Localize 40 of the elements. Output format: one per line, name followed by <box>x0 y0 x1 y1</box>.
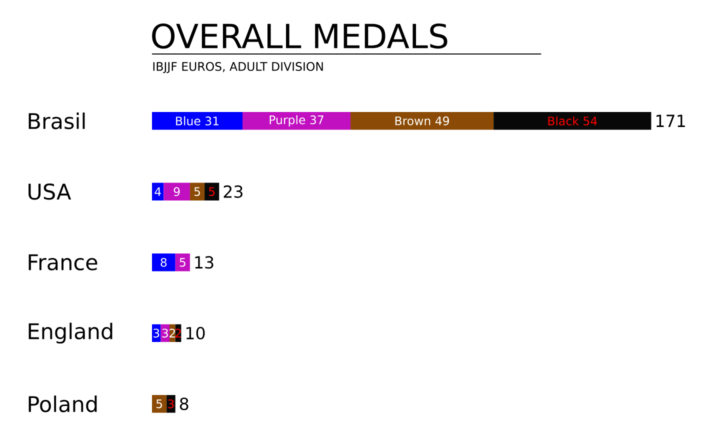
data-label: 2 <box>175 328 181 338</box>
bar <box>204 182 220 200</box>
data-label: 3 <box>154 328 160 338</box>
y-tick-label: England <box>28 322 112 344</box>
data-label: 4 <box>154 187 161 196</box>
bar <box>152 324 161 342</box>
data-label: Brown 49 <box>395 116 449 126</box>
data-label: 2 <box>170 328 175 338</box>
data-label: Blue 31 <box>176 116 218 126</box>
data-label: Black 54 <box>548 116 597 126</box>
total-label: 8 <box>180 397 188 410</box>
chart-title: OVERALL MEDALS <box>152 23 448 48</box>
bar <box>242 112 351 130</box>
data-label: 5 <box>194 187 200 196</box>
data-label: 3 <box>168 399 174 408</box>
bar <box>350 112 494 130</box>
bar <box>190 182 205 200</box>
total-label: 13 <box>195 256 214 268</box>
bar <box>494 112 652 130</box>
y-tick-label: France <box>28 254 98 270</box>
data-label: 5 <box>209 187 215 196</box>
bar <box>175 253 190 271</box>
y-tick-label: Brasil <box>28 112 85 129</box>
data-label: 5 <box>156 399 162 408</box>
bar <box>152 112 242 130</box>
y-tick-label: Poland <box>28 395 97 412</box>
data-label: Purple 37 <box>270 114 324 126</box>
bar <box>164 182 190 200</box>
y-tick-label: USA <box>28 183 72 200</box>
data-label: 5 <box>180 258 186 267</box>
bar <box>152 394 167 412</box>
data-label: 8 <box>160 258 167 267</box>
bar <box>152 253 176 271</box>
bar <box>166 394 176 412</box>
chart-subtitle: IBJJF EUROS, ADULT DIVISION <box>153 62 323 73</box>
data-label: 3 <box>162 328 168 338</box>
data-label: 9 <box>174 186 180 196</box>
total-label: 23 <box>224 185 242 198</box>
total-label: 171 <box>656 114 685 127</box>
total-label: 10 <box>186 326 205 340</box>
